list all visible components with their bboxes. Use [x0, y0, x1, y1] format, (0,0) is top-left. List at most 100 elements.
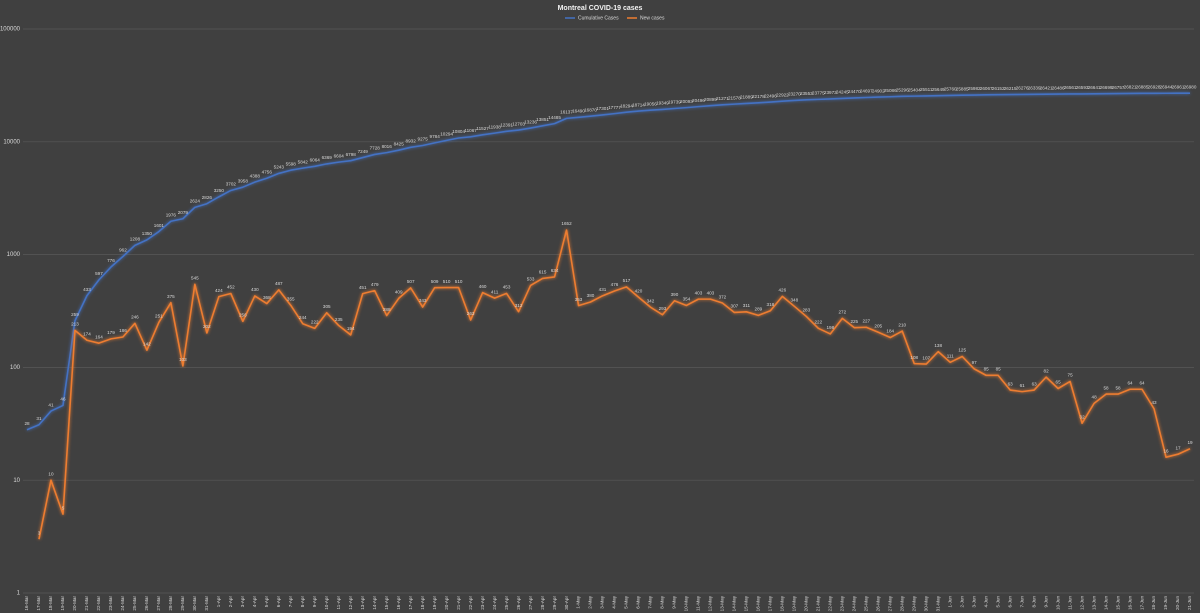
x-tick-label: 6-Apr	[276, 596, 281, 608]
data-label: 424	[215, 288, 223, 293]
data-label: 3958	[238, 178, 249, 183]
data-label: 8425	[394, 141, 405, 146]
x-tick-label: 25-May	[863, 595, 868, 611]
data-label: 545	[191, 276, 199, 281]
data-label: 75	[1068, 373, 1074, 378]
data-label: 5842	[298, 159, 309, 164]
data-label: 26152	[992, 86, 1005, 91]
data-label: 63	[1008, 381, 1014, 386]
x-tick-label: 28-Apr	[540, 596, 545, 610]
data-label: 2079	[178, 210, 189, 215]
data-label: 372	[719, 294, 727, 299]
x-tick-label: 4-Apr	[252, 596, 257, 608]
x-tick-label: 16-Jun	[1127, 596, 1132, 610]
data-label: 26486	[1052, 85, 1065, 90]
data-label: 31	[36, 416, 42, 421]
series-line	[26, 92, 1191, 431]
data-label: 433	[83, 287, 91, 292]
data-label: 2624	[190, 199, 201, 204]
data-label: 210	[898, 322, 906, 327]
x-tick-label: 3-May	[600, 595, 605, 608]
x-tick-label: 31-May	[935, 595, 940, 611]
x-tick-label: 12-May	[708, 595, 713, 611]
data-label: 12703	[512, 121, 525, 126]
x-tick-label: 22-May	[828, 595, 833, 611]
data-label: 16137	[560, 110, 573, 115]
data-label: 311	[743, 303, 751, 308]
data-label: 24697	[860, 89, 873, 94]
data-label: 403	[707, 290, 715, 295]
x-tick-label: 15-Apr	[384, 596, 389, 610]
data-label: 375	[167, 294, 175, 299]
data-label: 198	[826, 325, 834, 330]
data-label: 16870	[584, 107, 597, 112]
x-tick-label: 7-Apr	[288, 596, 293, 608]
data-label: 1350	[142, 231, 153, 236]
x-tick-label: 1-May	[576, 595, 581, 608]
x-tick-label: 18-Apr	[420, 596, 425, 610]
x-tick-label: 26-Apr	[516, 596, 521, 610]
x-tick-label: 17-Jun	[1139, 596, 1144, 610]
x-tick-label: 10-Jun	[1055, 596, 1060, 610]
x-tick-label: 1-Jun	[947, 596, 952, 608]
data-label: 23553	[800, 91, 813, 96]
data-label: 26339	[1028, 86, 1041, 91]
data-label: 962	[119, 248, 127, 253]
x-tick-label: 15-May	[744, 595, 749, 611]
x-tick-label: 16-May	[756, 595, 761, 611]
data-label: 125	[958, 348, 966, 353]
data-label: 20093	[680, 99, 693, 104]
data-label: 225	[850, 319, 858, 324]
y-tick-label: 10000	[3, 139, 20, 145]
data-label: 354	[683, 297, 691, 302]
x-tick-label: 6-Jun	[1007, 596, 1012, 608]
data-label: 509	[431, 279, 439, 284]
data-label: 355	[287, 297, 295, 302]
data-label: 517	[623, 278, 631, 283]
data-label: 307	[731, 304, 739, 309]
data-label: 22178	[752, 94, 765, 99]
data-label: 615	[539, 270, 547, 275]
data-label: 26757	[1112, 85, 1125, 90]
data-label: 85	[996, 367, 1002, 372]
x-tick-label: 29-Mar	[180, 596, 185, 611]
y-tick-label: 1000	[7, 252, 21, 258]
data-label: 18294	[620, 103, 633, 108]
data-label: 64	[1139, 380, 1145, 385]
x-tick-label: 3-Apr	[240, 596, 245, 608]
x-tick-label: 19-May	[792, 595, 797, 611]
data-label: 20899	[704, 97, 717, 102]
data-label: 3	[38, 530, 41, 535]
data-label: 1652	[561, 221, 572, 226]
x-tick-label: 19-Apr	[432, 596, 437, 610]
data-label: 13236	[524, 119, 537, 124]
x-tick-label: 19-Jun	[1163, 596, 1168, 610]
data-label: 3250	[214, 188, 225, 193]
data-label: 26699	[1100, 85, 1113, 90]
x-tick-label: 17-Mar	[36, 596, 41, 611]
chart-title: Montreal COVID-19 cases	[558, 5, 643, 12]
x-tick-label: 18-Mar	[48, 596, 53, 611]
data-label: 26641	[1088, 85, 1101, 90]
data-label: 342	[647, 298, 655, 303]
x-tick-label: 10-Apr	[324, 596, 329, 610]
data-label: 17301	[596, 106, 609, 111]
data-label: 19056	[644, 101, 657, 106]
x-tick-label: 13-Apr	[360, 596, 365, 610]
data-label: 19739	[668, 100, 681, 105]
x-tick-label: 19-Mar	[60, 596, 65, 611]
x-tick-label: 7-May	[648, 595, 653, 608]
x-tick-label: 16-Apr	[396, 596, 401, 610]
x-tick-label: 24-Apr	[492, 596, 497, 610]
data-label: 11938	[488, 124, 501, 129]
data-label: 411	[491, 289, 499, 294]
y-tick-label: 100000	[0, 27, 21, 33]
data-label: 293	[659, 306, 667, 311]
data-label: 108	[910, 355, 918, 360]
data-label: 64	[1127, 380, 1133, 385]
data-label: 17777	[608, 105, 621, 110]
x-tick-label: 27-Apr	[528, 596, 533, 610]
data-label: 25296	[896, 88, 909, 93]
data-label: 246	[131, 315, 139, 320]
data-label: 22922	[776, 92, 789, 97]
